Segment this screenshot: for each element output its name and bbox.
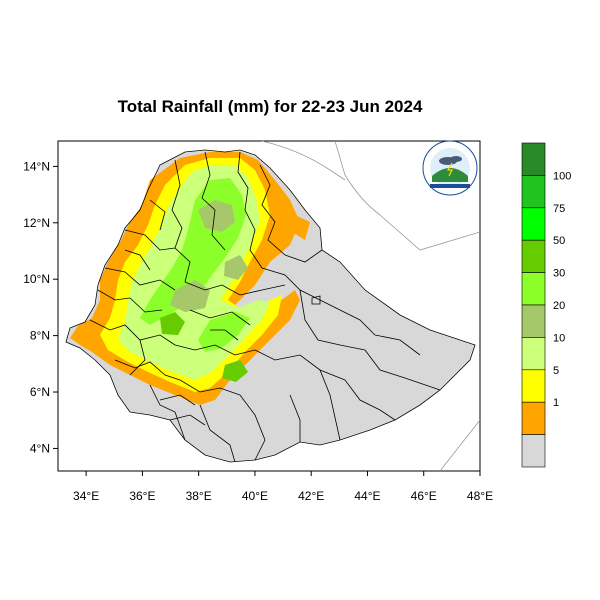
coastline: [334, 140, 481, 251]
x-tick-label: 46°E: [411, 489, 437, 503]
coastline: [261, 140, 346, 181]
rainfall-mid-green: [160, 312, 248, 382]
rainfall-legend: 100 75 50 30 20 10 5 1: [521, 142, 571, 468]
y-tick-label: 10°N: [23, 272, 50, 286]
legend-swatch: [521, 401, 546, 435]
legend-label: 20: [553, 300, 565, 312]
legend-label: 5: [553, 365, 559, 377]
x-tick-label: 36°E: [129, 489, 155, 503]
legend-swatch: [521, 175, 546, 209]
region-boundaries: [65, 149, 476, 463]
legend-label: 30: [553, 268, 565, 280]
legend-label: 100: [553, 170, 571, 182]
coastline: [439, 419, 481, 472]
ethiopian-meteorology-institute-logo: [422, 140, 478, 196]
y-axis: 14°N 12°N 10°N 8°N 6°N 4°N: [23, 159, 58, 455]
map-title: Total Rainfall (mm) for 22-23 Jun 2024: [117, 97, 423, 116]
legend-swatch: [521, 239, 546, 273]
legend-swatch: [521, 337, 546, 371]
legend-label: 1: [553, 397, 559, 409]
map-panel: [57, 140, 481, 472]
legend-swatch: [521, 272, 546, 306]
legend-swatch: [521, 207, 546, 241]
legend-label: 50: [553, 235, 565, 247]
x-tick-label: 34°E: [73, 489, 99, 503]
x-tick-label: 38°E: [186, 489, 212, 503]
legend-swatch: [521, 304, 546, 338]
y-tick-label: 12°N: [23, 216, 50, 230]
y-tick-label: 14°N: [23, 159, 50, 173]
legend-swatch: [521, 434, 546, 468]
y-tick-label: 6°N: [30, 385, 50, 399]
x-tick-label: 40°E: [242, 489, 268, 503]
legend-swatch: [521, 142, 546, 176]
y-tick-label: 8°N: [30, 329, 50, 343]
x-axis: 34°E 36°E 38°E 40°E 42°E 44°E 46°E 48°E: [73, 471, 493, 503]
legend-swatch: [521, 369, 546, 403]
legend-label: 10: [553, 332, 565, 344]
x-tick-label: 44°E: [354, 489, 380, 503]
y-tick-label: 4°N: [30, 441, 50, 455]
x-tick-label: 48°E: [467, 489, 493, 503]
legend-label: 75: [553, 203, 565, 215]
x-tick-label: 42°E: [298, 489, 324, 503]
